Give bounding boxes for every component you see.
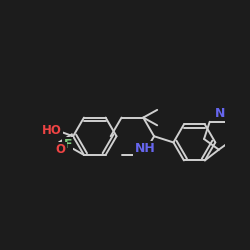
Text: F: F — [64, 138, 72, 151]
Text: O: O — [56, 143, 66, 156]
Text: HO: HO — [42, 124, 61, 136]
Text: NH: NH — [134, 142, 155, 155]
Text: N: N — [215, 107, 226, 120]
